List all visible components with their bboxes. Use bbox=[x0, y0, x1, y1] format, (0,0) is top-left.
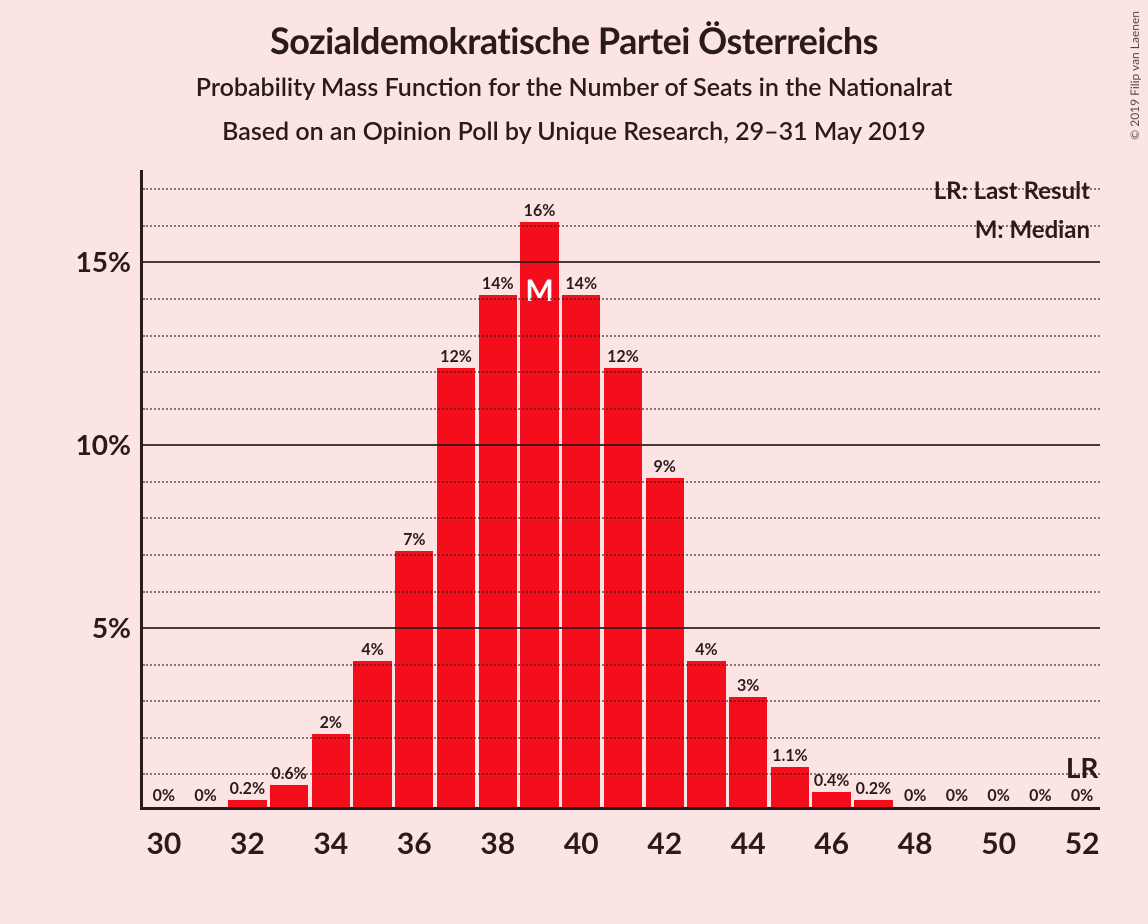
x-tick-label: 32 bbox=[230, 825, 265, 861]
median-marker: M bbox=[525, 272, 553, 308]
gridline-minor bbox=[143, 700, 1100, 702]
gridline-minor bbox=[143, 188, 1100, 190]
bar-value-label: 4% bbox=[361, 640, 383, 659]
gridline-minor bbox=[143, 371, 1100, 373]
x-tick-label: 36 bbox=[397, 825, 432, 861]
bar-value-label: 0% bbox=[904, 786, 926, 805]
gridline-major bbox=[143, 444, 1100, 446]
gridline-minor bbox=[143, 664, 1100, 666]
bar: 0.4% bbox=[812, 792, 850, 807]
gridline-minor bbox=[143, 408, 1100, 410]
bar: 0.2% bbox=[854, 800, 892, 807]
x-tick-label: 38 bbox=[480, 825, 515, 861]
bar-value-label: 7% bbox=[403, 530, 425, 549]
gridline-minor bbox=[143, 773, 1100, 775]
x-tick-label: 30 bbox=[146, 825, 181, 861]
title-block: Sozialdemokratische Partei Österreichs P… bbox=[0, 0, 1148, 146]
x-tick-label: 48 bbox=[898, 825, 933, 861]
bar-value-label: 0.2% bbox=[856, 779, 891, 798]
x-tick-label: 42 bbox=[647, 825, 682, 861]
bar-value-label: 0% bbox=[153, 786, 175, 805]
bar: 7% bbox=[395, 551, 433, 807]
bar: 12% bbox=[437, 368, 475, 807]
bar-value-label: 2% bbox=[320, 713, 342, 732]
copyright-text: © 2019 Filip van Laenen bbox=[1127, 11, 1142, 140]
chart-title: Sozialdemokratische Partei Österreichs bbox=[0, 18, 1148, 62]
gridline-minor bbox=[143, 225, 1100, 227]
x-tick-label: 46 bbox=[814, 825, 849, 861]
bar: 3% bbox=[729, 697, 767, 807]
bar-value-label: 16% bbox=[524, 201, 556, 220]
bar: 0.2% bbox=[228, 800, 266, 807]
bar-value-label: 1.1% bbox=[772, 746, 807, 765]
gridline-minor bbox=[143, 591, 1100, 593]
bar: 4% bbox=[353, 661, 391, 807]
bar-value-label: 0% bbox=[987, 786, 1009, 805]
gridline-minor bbox=[143, 481, 1100, 483]
gridline-minor bbox=[143, 554, 1100, 556]
y-tick-label: 15% bbox=[76, 244, 131, 278]
chart-subtitle-1: Probability Mass Function for the Number… bbox=[0, 72, 1148, 102]
bar: 16%M bbox=[520, 222, 558, 807]
bar-value-label: 0% bbox=[1071, 786, 1093, 805]
bar-value-label: 0% bbox=[194, 786, 216, 805]
bar-value-label: 3% bbox=[737, 676, 759, 695]
bar-value-label: 4% bbox=[695, 640, 717, 659]
last-result-marker: LR bbox=[1066, 750, 1099, 784]
gridline-minor bbox=[143, 335, 1100, 337]
bar: 12% bbox=[604, 368, 642, 807]
bar: 4% bbox=[687, 661, 725, 807]
bar-value-label: 0% bbox=[946, 786, 968, 805]
x-tick-label: 44 bbox=[731, 825, 766, 861]
x-tick-label: 40 bbox=[564, 825, 599, 861]
gridline-minor bbox=[143, 298, 1100, 300]
bar-value-label: 0% bbox=[1029, 786, 1051, 805]
bar-value-label: 14% bbox=[565, 274, 597, 293]
y-tick-label: 5% bbox=[92, 610, 131, 644]
bar-value-label: 12% bbox=[607, 347, 639, 366]
gridline-minor bbox=[143, 737, 1100, 739]
gridline-major bbox=[143, 261, 1100, 263]
x-tick-label: 52 bbox=[1065, 825, 1100, 861]
bars-container: 0%0%0.2%0.6%2%4%7%12%14%16%M14%12%9%4%3%… bbox=[143, 170, 1100, 807]
bar-value-label: 0.2% bbox=[230, 779, 265, 798]
bar-value-label: 12% bbox=[440, 347, 472, 366]
gridline-major bbox=[143, 627, 1100, 629]
bar-value-label: 9% bbox=[654, 457, 676, 476]
bar-value-label: 14% bbox=[482, 274, 514, 293]
chart-area: LR: Last Result M: Median 0%0%0.2%0.6%2%… bbox=[60, 170, 1120, 910]
plot-area: LR: Last Result M: Median 0%0%0.2%0.6%2%… bbox=[140, 170, 1100, 810]
chart-subtitle-2: Based on an Opinion Poll by Unique Resea… bbox=[0, 116, 1148, 146]
x-tick-label: 50 bbox=[981, 825, 1016, 861]
gridline-minor bbox=[143, 517, 1100, 519]
bar: 2% bbox=[312, 734, 350, 807]
bar: 0.6% bbox=[270, 785, 308, 807]
y-tick-label: 10% bbox=[76, 427, 131, 461]
x-tick-label: 34 bbox=[313, 825, 348, 861]
bar: 9% bbox=[646, 478, 684, 807]
